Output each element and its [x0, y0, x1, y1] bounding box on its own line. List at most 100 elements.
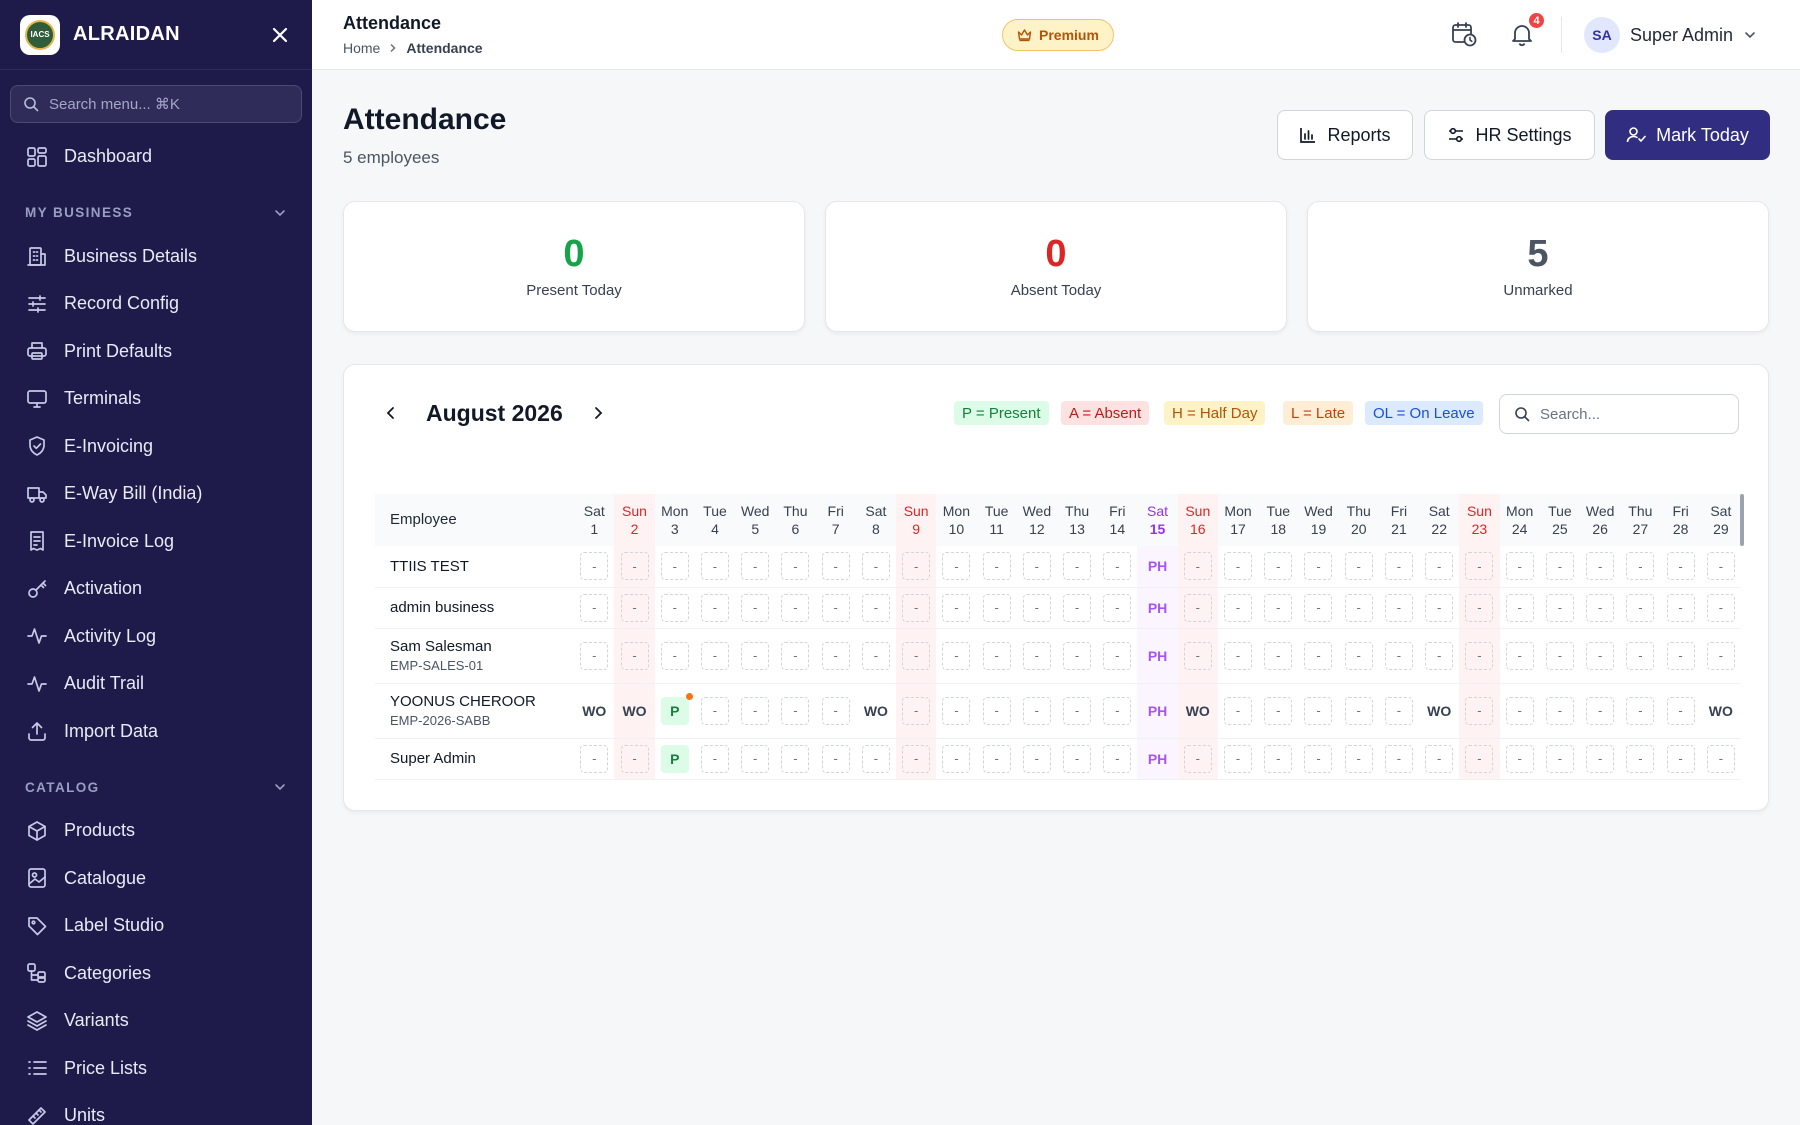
attendance-status-cell[interactable]: -: [1425, 641, 1454, 670]
attendance-status-cell[interactable]: -: [902, 744, 931, 773]
attendance-status-cell[interactable]: -: [821, 593, 850, 622]
attendance-status-cell[interactable]: -: [1304, 552, 1333, 581]
sidebar-search[interactable]: [10, 85, 302, 123]
attendance-status-cell[interactable]: PH: [1144, 642, 1172, 670]
attendance-status-cell[interactable]: -: [1103, 641, 1132, 670]
attendance-status-cell[interactable]: -: [1224, 593, 1253, 622]
attendance-status-cell[interactable]: -: [982, 552, 1011, 581]
attendance-status-cell[interactable]: WO: [1707, 697, 1735, 725]
attendance-status-cell[interactable]: PH: [1144, 745, 1172, 773]
attendance-status-cell[interactable]: -: [1626, 744, 1655, 773]
sidebar-search-input[interactable]: [49, 95, 249, 113]
sidebar-section-header[interactable]: MY BUSINESS: [0, 181, 312, 233]
attendance-status-cell[interactable]: -: [1626, 641, 1655, 670]
sidebar-item-dashboard[interactable]: Dashboard: [0, 133, 312, 181]
attendance-status-cell[interactable]: -: [1384, 696, 1413, 725]
sidebar-item-print-defaults[interactable]: Print Defaults: [0, 328, 312, 376]
attendance-status-cell[interactable]: -: [902, 696, 931, 725]
attendance-status-cell[interactable]: -: [700, 641, 729, 670]
attendance-status-cell[interactable]: -: [1183, 593, 1212, 622]
attendance-status-cell[interactable]: -: [781, 593, 810, 622]
attendance-status-cell[interactable]: -: [1706, 552, 1735, 581]
employee-search[interactable]: [1499, 394, 1739, 434]
attendance-status-cell[interactable]: -: [942, 641, 971, 670]
attendance-status-cell[interactable]: -: [1545, 696, 1574, 725]
attendance-status-cell[interactable]: PH: [1144, 552, 1172, 580]
attendance-status-cell[interactable]: -: [982, 696, 1011, 725]
attendance-status-cell[interactable]: -: [700, 593, 729, 622]
attendance-status-cell[interactable]: -: [1103, 744, 1132, 773]
attendance-status-cell[interactable]: -: [1183, 744, 1212, 773]
attendance-status-cell[interactable]: -: [1264, 641, 1293, 670]
attendance-status-cell[interactable]: -: [1304, 744, 1333, 773]
next-month-button[interactable]: [585, 400, 611, 426]
sidebar-item-units[interactable]: Units: [0, 1092, 312, 1125]
attendance-status-cell[interactable]: -: [942, 696, 971, 725]
sidebar-item-price-lists[interactable]: Price Lists: [0, 1045, 312, 1093]
attendance-status-cell[interactable]: -: [781, 552, 810, 581]
attendance-status-cell[interactable]: -: [1304, 641, 1333, 670]
attendance-status-cell[interactable]: -: [1384, 552, 1413, 581]
attendance-status-cell[interactable]: -: [1465, 641, 1494, 670]
attendance-status-cell[interactable]: -: [1264, 696, 1293, 725]
attendance-status-cell[interactable]: -: [1344, 552, 1373, 581]
sidebar-item-record-config[interactable]: Record Config: [0, 280, 312, 328]
attendance-status-cell[interactable]: -: [1063, 641, 1092, 670]
attendance-status-cell[interactable]: -: [781, 696, 810, 725]
attendance-status-cell[interactable]: -: [1103, 696, 1132, 725]
attendance-status-cell[interactable]: -: [1465, 593, 1494, 622]
attendance-status-cell[interactable]: -: [1666, 744, 1695, 773]
attendance-status-cell[interactable]: -: [1384, 744, 1413, 773]
employee-search-input[interactable]: [1540, 405, 1720, 423]
breadcrumb-home[interactable]: Home: [343, 40, 381, 56]
attendance-status-cell[interactable]: -: [1545, 593, 1574, 622]
attendance-status-cell[interactable]: -: [861, 744, 890, 773]
attendance-status-cell[interactable]: WO: [1184, 697, 1212, 725]
attendance-status-cell[interactable]: P: [660, 744, 689, 773]
sidebar-item-activity-log[interactable]: Activity Log: [0, 613, 312, 661]
attendance-status-cell[interactable]: -: [660, 593, 689, 622]
attendance-status-cell[interactable]: -: [1505, 593, 1534, 622]
attendance-status-cell[interactable]: -: [1706, 593, 1735, 622]
hr-settings-button[interactable]: HR Settings: [1424, 110, 1595, 160]
attendance-status-cell[interactable]: WO: [1425, 697, 1453, 725]
attendance-status-cell[interactable]: -: [1666, 593, 1695, 622]
attendance-status-cell[interactable]: -: [620, 593, 649, 622]
sidebar-item-terminals[interactable]: Terminals: [0, 375, 312, 423]
attendance-status-cell[interactable]: WO: [862, 697, 890, 725]
sidebar-item-audit-trail[interactable]: Audit Trail: [0, 660, 312, 708]
attendance-status-cell[interactable]: -: [861, 593, 890, 622]
attendance-status-cell[interactable]: -: [1586, 552, 1615, 581]
sidebar-item-e-way-bill-india[interactable]: E-Way Bill (India): [0, 470, 312, 518]
attendance-status-cell[interactable]: -: [781, 641, 810, 670]
attendance-status-cell[interactable]: -: [1505, 744, 1534, 773]
sidebar-item-categories[interactable]: Categories: [0, 950, 312, 998]
attendance-status-cell[interactable]: -: [1666, 641, 1695, 670]
attendance-status-cell[interactable]: -: [982, 641, 1011, 670]
sidebar-item-catalogue[interactable]: Catalogue: [0, 855, 312, 903]
sidebar-item-variants[interactable]: Variants: [0, 997, 312, 1045]
attendance-status-cell[interactable]: -: [1183, 641, 1212, 670]
attendance-status-cell[interactable]: -: [1586, 744, 1615, 773]
mark-today-button[interactable]: Mark Today: [1605, 110, 1770, 160]
attendance-status-cell[interactable]: WO: [621, 697, 649, 725]
attendance-status-cell[interactable]: -: [741, 552, 770, 581]
attendance-status-cell[interactable]: -: [660, 552, 689, 581]
reports-button[interactable]: Reports: [1277, 110, 1413, 160]
attendance-status-cell[interactable]: PH: [1144, 697, 1172, 725]
attendance-status-cell[interactable]: -: [741, 641, 770, 670]
attendance-status-cell[interactable]: -: [821, 552, 850, 581]
attendance-status-cell[interactable]: -: [942, 552, 971, 581]
attendance-status-cell[interactable]: -: [902, 552, 931, 581]
sidebar-item-label-studio[interactable]: Label Studio: [0, 902, 312, 950]
attendance-status-cell[interactable]: -: [1626, 552, 1655, 581]
attendance-status-cell[interactable]: -: [1586, 641, 1615, 670]
attendance-status-cell[interactable]: PH: [1144, 594, 1172, 622]
attendance-status-cell[interactable]: -: [1304, 593, 1333, 622]
attendance-status-cell[interactable]: -: [1063, 696, 1092, 725]
attendance-status-cell[interactable]: -: [1022, 696, 1051, 725]
attendance-status-cell[interactable]: -: [1022, 744, 1051, 773]
attendance-status-cell[interactable]: -: [1425, 552, 1454, 581]
attendance-status-cell[interactable]: -: [821, 641, 850, 670]
attendance-status-cell[interactable]: -: [660, 641, 689, 670]
